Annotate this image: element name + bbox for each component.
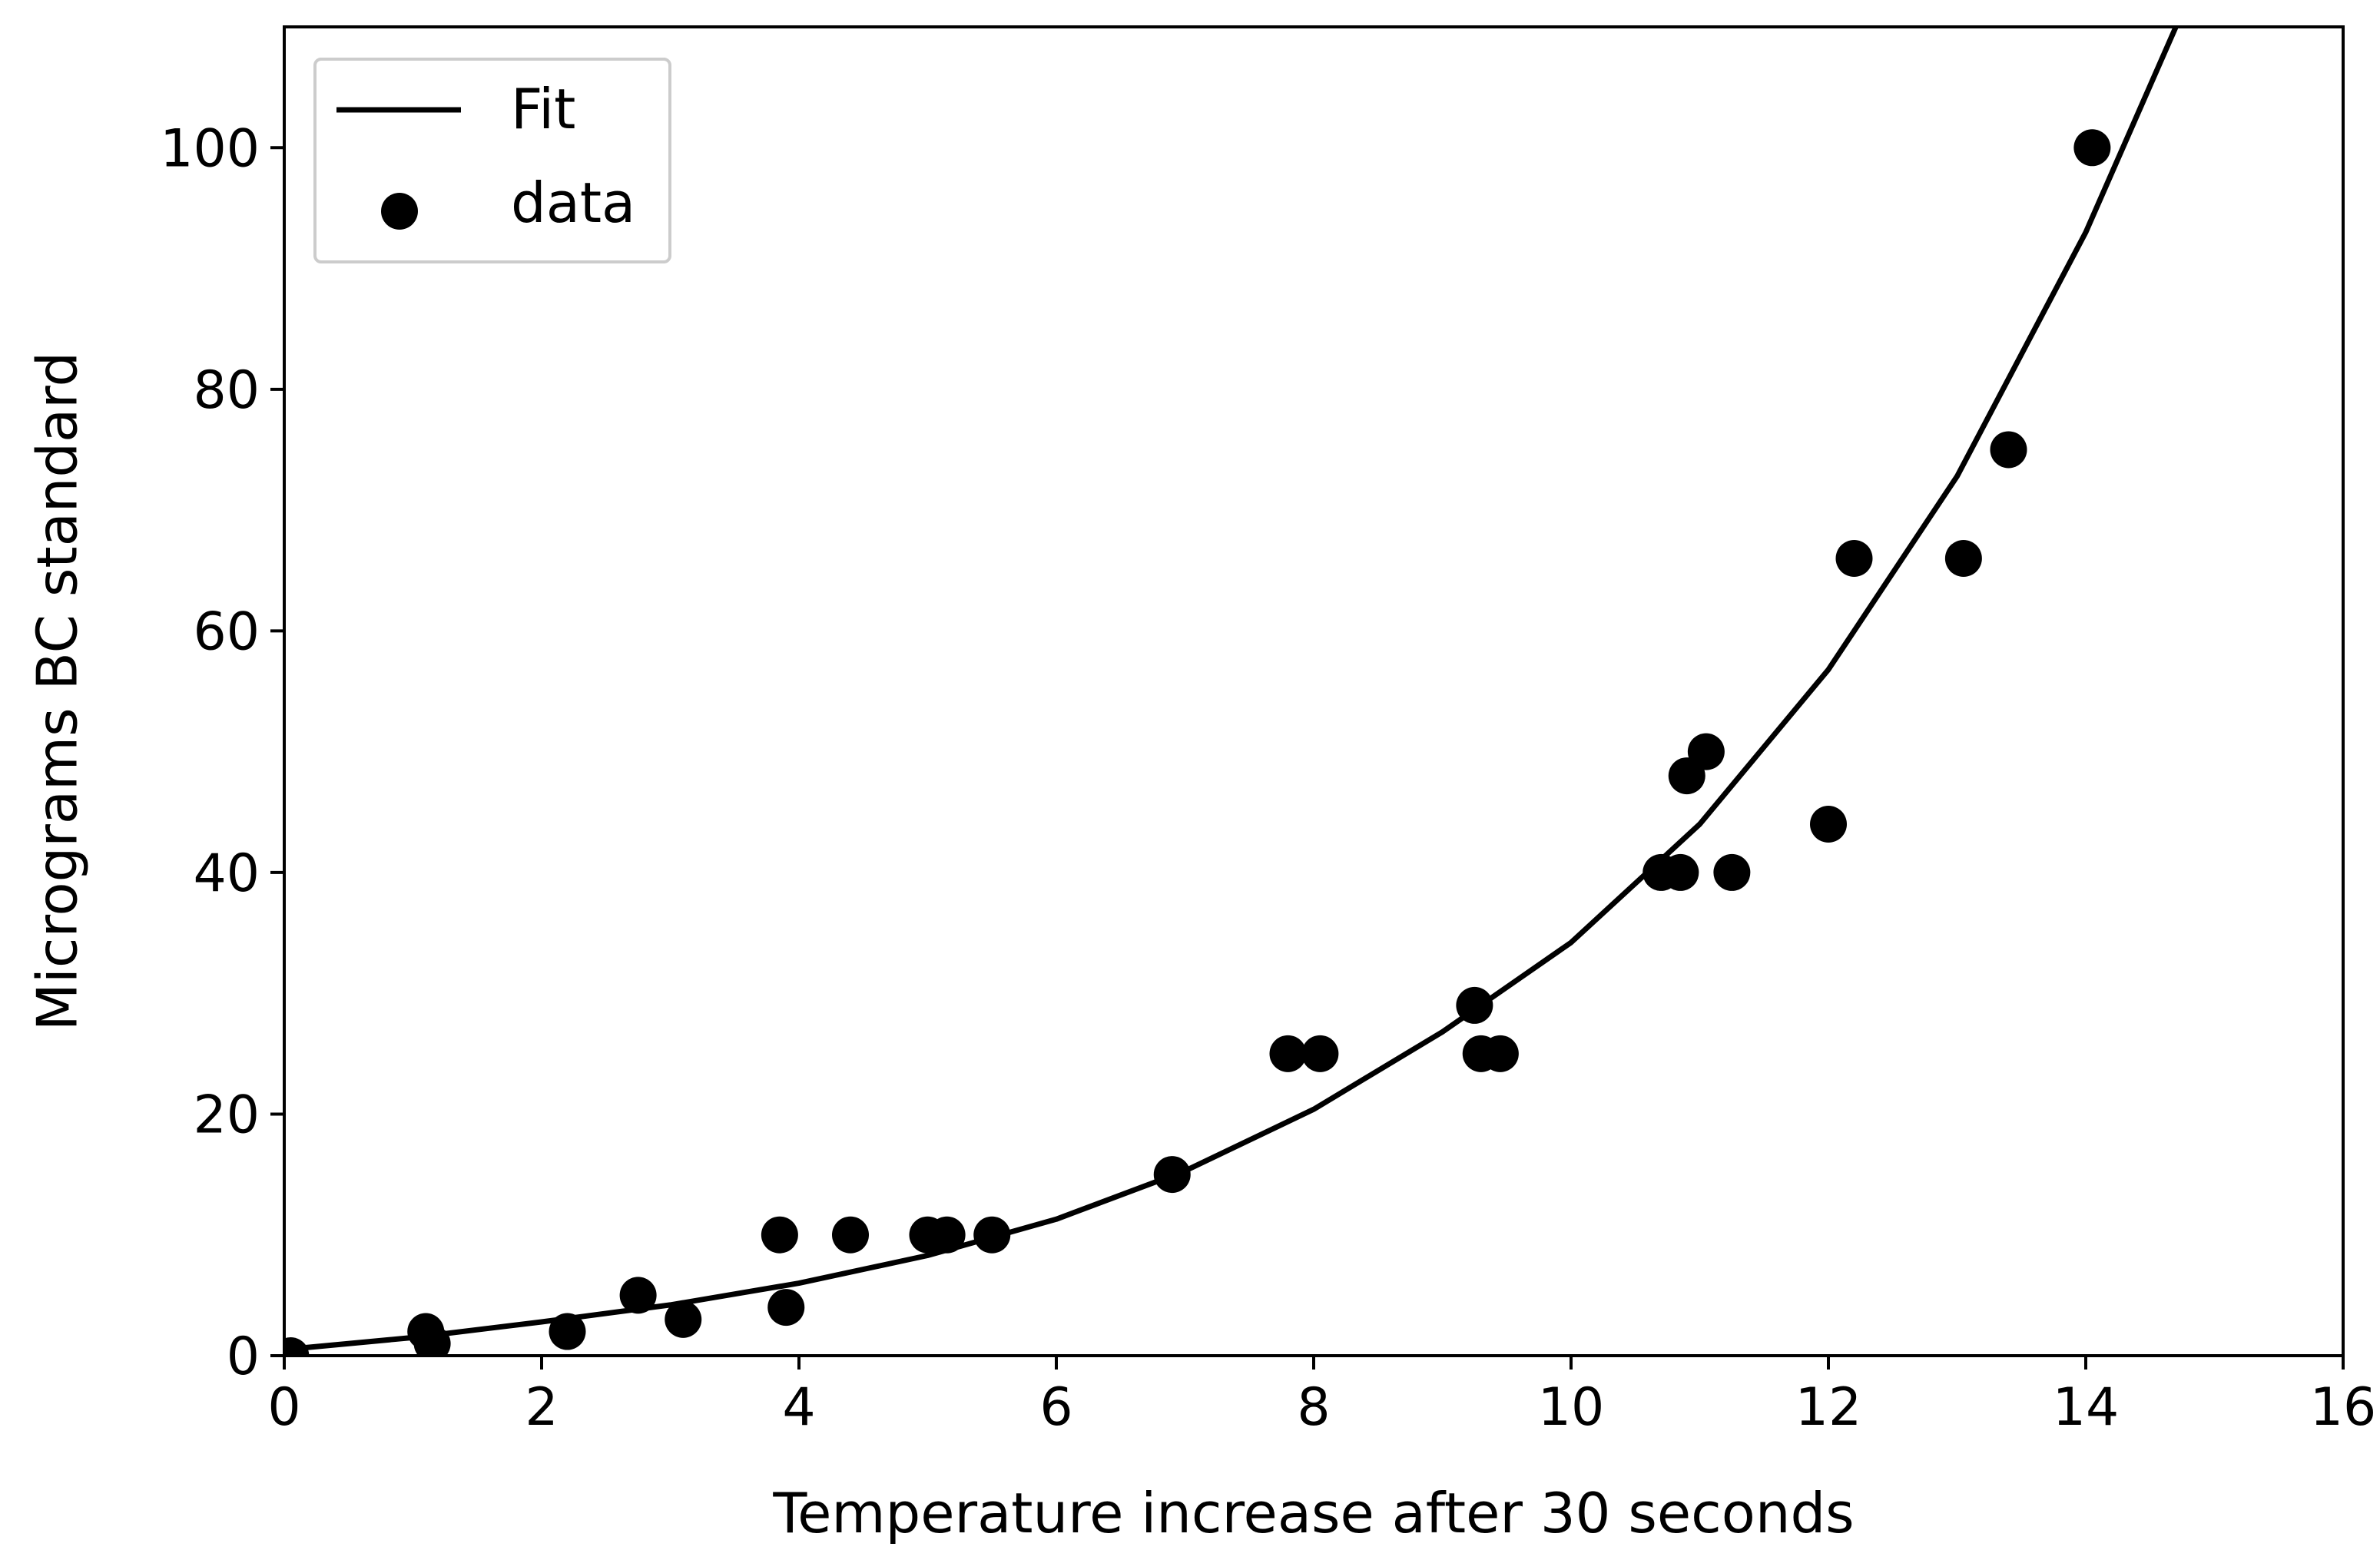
data-point <box>1153 1156 1191 1194</box>
data-point <box>1481 1035 1519 1072</box>
x-tick-label: 2 <box>525 1377 558 1438</box>
x-tick-label: 0 <box>267 1377 300 1438</box>
data-point <box>1713 853 1751 891</box>
data-point <box>619 1277 657 1314</box>
data-points-layer <box>284 129 2111 1356</box>
data-point <box>549 1313 586 1350</box>
data-point <box>1687 733 1725 770</box>
y-tick-label: 0 <box>227 1326 260 1387</box>
legend-label: data <box>511 171 635 235</box>
x-axis-label: Temperature increase after 30 seconds <box>772 1481 1854 1545</box>
y-tick-label: 60 <box>193 601 260 662</box>
data-point <box>1269 1035 1307 1072</box>
x-tick-label: 4 <box>782 1377 815 1438</box>
y-tick-label: 100 <box>160 118 260 179</box>
fit-curve <box>284 27 2179 1353</box>
x-tick-label: 10 <box>1538 1377 1605 1438</box>
x-tick-label: 16 <box>2310 1377 2377 1438</box>
y-tick-label: 80 <box>193 360 260 421</box>
data-point <box>413 1325 451 1356</box>
x-tick-label: 12 <box>1795 1377 1862 1438</box>
data-point <box>2073 129 2111 167</box>
data-point <box>973 1216 1011 1254</box>
legend-label: Fit <box>511 77 575 141</box>
data-point <box>665 1300 702 1338</box>
data-point <box>1662 853 1699 891</box>
y-tick-label: 20 <box>193 1085 260 1145</box>
data-point <box>1810 806 1847 843</box>
data-point <box>832 1216 869 1254</box>
data-point <box>761 1216 798 1254</box>
data-point <box>1944 540 1982 577</box>
data-point <box>928 1216 966 1254</box>
axes-layer: 0 2 4 6 8 10 12 14 16 0 20 40 60 80 100 <box>160 25 2377 1438</box>
data-point <box>1456 986 1493 1024</box>
data-point <box>1990 431 2027 469</box>
data-point <box>284 1337 310 1356</box>
legend-data-swatch <box>381 193 418 230</box>
data-point <box>1301 1035 1339 1072</box>
y-tick-label: 40 <box>193 843 260 904</box>
fit-curve-layer <box>284 27 2179 1353</box>
legend: Fit data <box>313 58 671 263</box>
data-point <box>1835 540 1873 577</box>
x-tick-label: 6 <box>1039 1377 1072 1438</box>
y-axis-label: Micrograms BC standard <box>25 352 90 1031</box>
x-tick-label: 14 <box>2053 1377 2120 1438</box>
x-tick-label: 8 <box>1297 1377 1330 1438</box>
data-point <box>767 1289 805 1326</box>
